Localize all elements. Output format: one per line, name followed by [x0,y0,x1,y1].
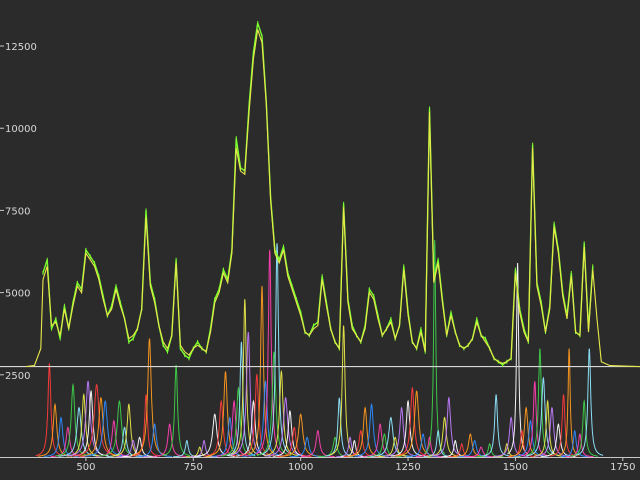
component-peak-86 [526,348,554,456]
component-peak-95 [570,399,598,457]
x-tick-label-750: 750 [184,462,203,473]
component-peak-3 [43,416,79,457]
component-peak-35 [230,332,266,456]
component-peak-11 [80,396,122,457]
component-peak-1 [35,363,64,457]
y-tick-label-2500: 2500 [5,371,30,382]
component-peak-39 [248,379,283,457]
component-peak-18 [122,436,157,458]
component-peak-17 [116,440,151,458]
component-peak-88 [533,399,562,457]
x-tick-label-1250: 1250 [395,462,420,473]
component-peak-45 [272,409,308,457]
component-peaks-layer [35,239,604,458]
component-peak-91 [549,394,578,457]
x-tick-label-1750: 1750 [610,462,635,473]
component-peak-23 [162,364,191,457]
y-tick-label-7500: 7500 [5,206,30,217]
component-peak-42 [263,243,292,455]
component-peak-96 [575,348,604,456]
axes-layer: 500 750 1000 1250 1500 1750 2500 5000 7500 10000 1… [0,42,640,473]
component-peak-75 [457,440,492,458]
x-tick-label-500: 500 [76,462,95,473]
x-tick-label-1000: 1000 [288,462,313,473]
component-peak-68 [424,239,446,455]
component-peak-49 [300,429,335,458]
component-peak-41 [256,351,292,456]
component-peak-21 [137,423,172,457]
component-peak-19 [132,394,160,457]
component-peak-37 [239,373,274,457]
component-peak-57 [354,403,389,457]
component-peak-6 [58,406,100,457]
component-peak-89 [534,406,570,457]
y-tick-label-10000: 10000 [5,124,37,135]
component-peak-31 [216,399,252,457]
component-peak-34 [230,299,259,456]
component-peak-84 [513,419,548,457]
component-peak-63 [390,399,426,457]
x-tick-label-1500: 1500 [503,462,528,473]
component-peak-32 [221,386,256,457]
fit-line [25,29,640,368]
component-peak-5 [55,382,91,457]
component-peak-85 [521,381,549,457]
component-peak-78 [482,394,510,457]
component-peak-67 [415,436,444,458]
component-peak-76 [463,446,499,458]
fit-curve-layer [25,29,640,368]
component-peak-64 [395,386,430,457]
component-peak-93 [561,429,589,458]
y-tick-label-12500: 12500 [5,42,37,53]
component-peak-43 [264,369,299,457]
component-peak-38 [248,285,276,455]
component-peak-62 [384,406,419,457]
y-tick-label-5000: 5000 [5,289,30,300]
